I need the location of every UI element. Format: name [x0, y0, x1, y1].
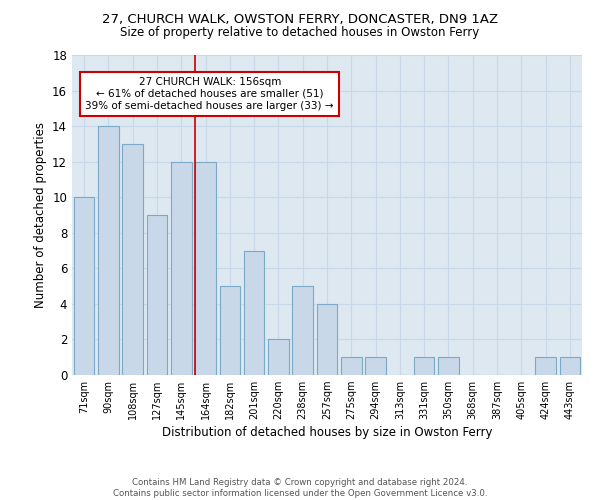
Bar	[292, 286, 313, 375]
Bar	[414, 357, 434, 375]
Text: 27, CHURCH WALK, OWSTON FERRY, DONCASTER, DN9 1AZ: 27, CHURCH WALK, OWSTON FERRY, DONCASTER…	[102, 12, 498, 26]
Bar	[317, 304, 337, 375]
Y-axis label: Number of detached properties: Number of detached properties	[34, 122, 47, 308]
Bar	[171, 162, 191, 375]
Bar	[220, 286, 240, 375]
Text: Size of property relative to detached houses in Owston Ferry: Size of property relative to detached ho…	[121, 26, 479, 39]
Bar	[341, 357, 362, 375]
Bar	[122, 144, 143, 375]
Bar	[268, 340, 289, 375]
Bar	[244, 250, 265, 375]
Bar	[535, 357, 556, 375]
Bar	[74, 197, 94, 375]
Bar	[98, 126, 119, 375]
Bar	[365, 357, 386, 375]
Bar	[560, 357, 580, 375]
X-axis label: Distribution of detached houses by size in Owston Ferry: Distribution of detached houses by size …	[162, 426, 492, 440]
Bar	[195, 162, 216, 375]
Text: Contains HM Land Registry data © Crown copyright and database right 2024.
Contai: Contains HM Land Registry data © Crown c…	[113, 478, 487, 498]
Text: 27 CHURCH WALK: 156sqm
← 61% of detached houses are smaller (51)
39% of semi-det: 27 CHURCH WALK: 156sqm ← 61% of detached…	[85, 78, 334, 110]
Bar	[146, 215, 167, 375]
Bar	[438, 357, 459, 375]
